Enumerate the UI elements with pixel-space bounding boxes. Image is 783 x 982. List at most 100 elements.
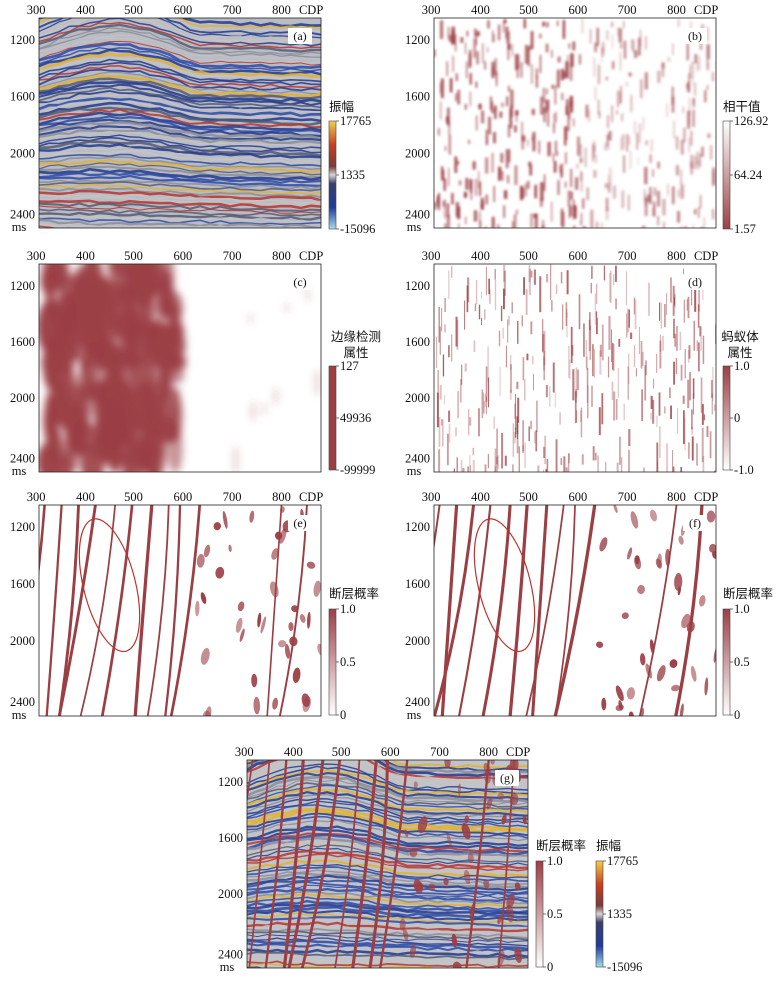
x-tick-label: 300 [27, 490, 46, 504]
seismic-reflector [39, 101, 321, 123]
ant-streak [496, 428, 498, 465]
x-tick-label: 400 [284, 745, 303, 759]
x-tick-label: 700 [223, 3, 242, 17]
seismic-reflector [39, 23, 321, 53]
seismic-reflector [39, 199, 321, 210]
ant-streak [453, 468, 455, 472]
x-axis-unit: CDP [694, 3, 718, 17]
y-tick-label: 2000 [405, 634, 430, 648]
ant-streak [697, 304, 700, 328]
seismic-reflector [39, 149, 321, 166]
ant-streak [613, 274, 615, 286]
panel-label-box [288, 28, 312, 44]
panel-b: (b) 300 400 500 600 700 800 CDP 1200 1600 2000 2400… [405, 3, 768, 236]
fault-trace [351, 760, 378, 968]
ant-streak [438, 417, 441, 447]
ant-streak [460, 379, 462, 403]
ant-streak [502, 327, 504, 339]
seismic-reflector [39, 211, 321, 221]
ant-streak [568, 345, 570, 378]
ant-streak [544, 435, 547, 464]
fault-trace [266, 505, 283, 716]
y-tick-label: 1200 [10, 279, 35, 293]
ant-streak [607, 356, 610, 378]
x-tick-label: 700 [618, 3, 637, 17]
fault-patch [486, 797, 493, 810]
ant-streak [617, 367, 619, 398]
ant-streak [623, 403, 625, 421]
seismic-reflector [247, 760, 528, 769]
seismic-reflector [247, 956, 528, 967]
seismic-reflector [39, 111, 321, 132]
x-tick-label: 600 [568, 490, 587, 504]
seismic-reflector [39, 27, 321, 55]
ant-streak [525, 289, 528, 315]
ant-streak [468, 409, 470, 436]
colorbar-max: 17765 [607, 854, 638, 868]
x-tick-label: 400 [76, 3, 95, 17]
x-tick-label: 300 [422, 249, 441, 263]
seismic-reflector [39, 58, 321, 83]
fault-patch [306, 611, 311, 629]
seismic-reflector [39, 208, 321, 217]
ant-streak [601, 393, 604, 425]
ant-streak [462, 468, 465, 472]
x-tick-label: 700 [223, 249, 242, 263]
x-tick-label: 600 [173, 490, 192, 504]
ant-streak [608, 316, 611, 350]
ant-streak [485, 396, 487, 414]
ant-streak [686, 299, 688, 311]
ant-streak [568, 453, 570, 464]
y-tick-label: 2400 [10, 207, 35, 221]
seismic-reflector [39, 222, 288, 228]
seismic-reflector [39, 187, 321, 199]
ant-streak [570, 326, 573, 363]
ant-streak [683, 410, 685, 445]
ant-streak [470, 465, 471, 472]
y-tick-label: 2400 [10, 451, 35, 465]
ant-streak [455, 427, 457, 437]
seismic-reflector [39, 71, 321, 95]
seismic-reflector [39, 193, 321, 204]
ant-streak [572, 369, 575, 401]
ant-streak [494, 268, 496, 280]
y-tick-label: 1200 [405, 279, 430, 293]
colorbar-ramp [722, 120, 731, 230]
ant-streak [596, 317, 598, 335]
ant-streak [586, 356, 588, 370]
ant-streak [703, 414, 706, 421]
fault-trace [164, 505, 182, 716]
ant-streak [615, 298, 617, 310]
seismic-reflector [247, 925, 528, 936]
ant-streak [605, 461, 607, 472]
x-tick-label: 400 [471, 249, 490, 263]
ant-streak [597, 455, 599, 472]
ant-streak [585, 339, 587, 368]
fault-patch [483, 879, 490, 889]
seismic-reflector [247, 793, 528, 819]
ant-streak [476, 279, 478, 305]
seismic-reflector [39, 179, 321, 190]
fault-patch [253, 696, 261, 715]
ant-streak [484, 393, 486, 407]
ant-streak [559, 412, 561, 425]
ant-streak [533, 269, 536, 285]
colorbar-mid: 0.5 [547, 907, 563, 921]
y-tick-label: 1600 [218, 831, 243, 845]
fault-trace [379, 760, 409, 968]
seismic-reflector [247, 808, 528, 831]
fault-patch [269, 581, 279, 598]
ant-streak [534, 431, 536, 444]
colorbar-mid: 1335 [607, 907, 632, 921]
x-tick-label: 500 [124, 249, 143, 263]
ant-streak [526, 353, 529, 361]
colorbar-max: 1.0 [734, 602, 750, 616]
fault-patch [251, 673, 258, 688]
fault-trace [434, 505, 475, 716]
y-tick-label: 2400 [405, 207, 430, 221]
panel-image [39, 264, 321, 472]
fault-patch [671, 684, 680, 692]
fault-patch [463, 869, 471, 885]
ant-streak [692, 378, 695, 399]
fault-patch [280, 506, 285, 513]
